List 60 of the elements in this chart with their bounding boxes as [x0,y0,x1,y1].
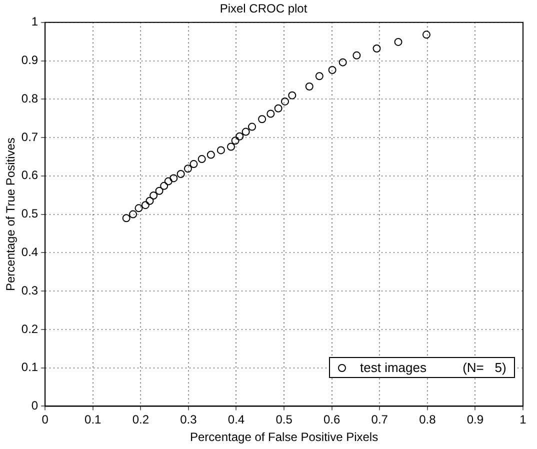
x-tick-label: 0.6 [323,412,340,427]
point [248,122,256,131]
point [305,82,314,90]
y-tick-label: 0.6 [21,168,38,182]
x-tick-label: 0.8 [419,412,436,427]
point [176,170,185,178]
point [206,150,215,159]
point [352,51,361,60]
point [226,142,235,151]
point [170,174,178,182]
point [216,146,225,154]
point [328,66,336,74]
point [198,155,206,164]
point [190,160,198,168]
y-tick-label: 1 [31,14,38,29]
point [129,210,138,218]
point [274,104,282,112]
point [150,191,158,200]
point [231,136,240,145]
point [236,132,244,140]
x-tick-label: 0.9 [466,412,484,427]
legend-label: test images (N= 5) [360,360,506,376]
x-tick-label: 0.2 [132,412,150,427]
x-axis-title: Percentage of False Positive Pixels [190,430,378,444]
point [394,38,402,46]
chart-title: Pixel CROC plot [220,2,308,16]
point [338,58,347,66]
x-tick-label: 0.1 [84,412,102,427]
point [288,91,296,100]
point [184,164,192,173]
y-tick-label: 0.5 [21,206,38,221]
y-tick-label: 0.3 [21,283,38,298]
point [242,128,250,136]
y-tick-label: 0.1 [21,360,38,374]
point [141,201,150,210]
y-tick-label: 0.9 [21,53,38,68]
x-tick-label: 0.3 [180,412,198,427]
y-tick-label: 0.8 [21,91,38,106]
point [280,97,289,106]
y-tick-label: 0.4 [21,244,38,259]
point [164,177,172,186]
x-tick-label: 0 [42,412,49,427]
y-tick-label: 0.7 [21,130,38,144]
point [155,186,164,195]
x-tick-label: 0.5 [276,412,293,427]
point [134,204,143,212]
point [422,30,430,39]
x-tick-label: 0.7 [371,412,388,427]
point [266,110,275,118]
y-tick-label: 0 [31,398,38,413]
point [315,72,324,80]
point [372,44,381,52]
y-axis-title: Percentage of True Positives [4,138,18,292]
point [122,214,130,222]
point [258,115,266,124]
point [160,182,168,190]
y-tick-label: 0.2 [21,322,38,336]
x-tick-label: 0.4 [228,412,245,427]
point [146,196,154,205]
x-tick-label: 1 [520,412,527,427]
